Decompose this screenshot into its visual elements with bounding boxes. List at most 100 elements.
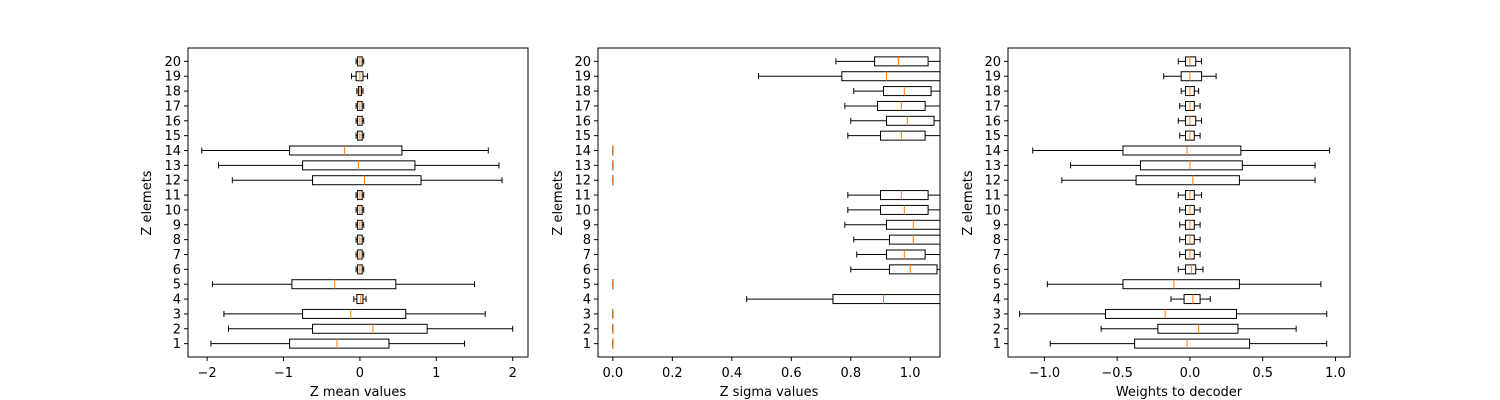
box-4 (353, 294, 367, 305)
box-4 (746, 294, 940, 305)
y-tick-label: 4 (173, 293, 181, 308)
x-tick-label: 2 (509, 366, 517, 381)
x-tick-label: 0.4 (721, 366, 742, 381)
box-iqr (1134, 338, 1251, 349)
y-tick-label: 2 (173, 322, 181, 337)
y-tick-label: 3 (583, 307, 591, 322)
box-17 (1179, 100, 1201, 111)
box-iqr (1180, 71, 1203, 82)
y-tick-label: 7 (173, 248, 181, 263)
x-tick-label: 0.2 (662, 366, 683, 381)
box-15 (1179, 130, 1201, 141)
box-8 (355, 234, 365, 245)
box-iqr (882, 86, 932, 97)
box-iqr (1139, 160, 1243, 171)
box-14 (201, 145, 489, 156)
box-iqr (1122, 145, 1242, 156)
x-tick-label: 0.6 (781, 366, 802, 381)
y-tick-label: 13 (574, 159, 591, 174)
y-tick-label: 15 (164, 129, 181, 144)
x-tick-label: 0.0 (603, 366, 624, 381)
box-5 (1046, 279, 1322, 290)
y-tick-label: 3 (993, 307, 1001, 322)
y-tick-label: 10 (984, 203, 1001, 218)
y-tick-label: 9 (993, 218, 1001, 233)
y-tick-label: 10 (574, 203, 591, 218)
y-tick-label: 9 (583, 218, 591, 233)
y-tick-label: 19 (164, 70, 181, 85)
x-tick-label: 1 (432, 366, 440, 381)
y-tick-label: 19 (574, 70, 591, 85)
axes-frame (1007, 47, 1351, 358)
box-iqr (1105, 308, 1237, 319)
x-tick-label: −0.5 (1101, 366, 1133, 381)
y-tick-label: 18 (574, 85, 591, 100)
y-tick-label: 16 (984, 114, 1001, 129)
axes-frame (597, 47, 941, 358)
box-iqr (312, 175, 422, 186)
box-iqr (885, 115, 935, 126)
y-tick-label: 6 (173, 263, 181, 278)
box-iqr (289, 145, 403, 156)
box-17 (355, 100, 365, 111)
box-8 (853, 234, 940, 245)
box-7 (856, 249, 940, 260)
box-3 (1019, 308, 1328, 319)
box-iqr (1185, 264, 1197, 275)
box-6 (850, 264, 940, 275)
x-tick-label: 0 (356, 366, 364, 381)
box-11 (1177, 190, 1203, 201)
y-tick-label: 13 (984, 159, 1001, 174)
box-3 (223, 308, 486, 319)
plot-area (612, 56, 940, 349)
box-2 (227, 323, 514, 334)
box-7 (355, 249, 365, 260)
y-tick-label: 1 (993, 337, 1001, 352)
box-11 (847, 190, 940, 201)
box-7 (1179, 249, 1201, 260)
box-iqr (1185, 115, 1197, 126)
box-20 (355, 56, 365, 67)
box-13 (1070, 160, 1316, 171)
y-tick-label: 18 (164, 85, 181, 100)
y-tick-label: 6 (993, 263, 1001, 278)
y-tick-label: 15 (984, 129, 1001, 144)
box-iqr (888, 264, 938, 275)
box-1 (1049, 338, 1328, 349)
y-tick-label: 14 (574, 144, 591, 159)
box-iqr (1185, 56, 1197, 67)
box-18 (853, 86, 940, 97)
x-tick-label: −1.0 (1029, 366, 1061, 381)
y-tick-label: 3 (173, 307, 181, 322)
x-tick-label: 0.8 (840, 366, 861, 381)
box-12 (231, 175, 503, 186)
y-tick-label: 11 (984, 189, 1001, 204)
box-iqr (888, 234, 940, 245)
y-tick-label: 2 (583, 322, 591, 337)
x-axis-label-z-sigma: Z sigma values (720, 385, 819, 400)
box-iqr (885, 249, 926, 260)
box-4 (1170, 294, 1211, 305)
plot-area (1019, 56, 1331, 349)
y-tick-label: 17 (984, 99, 1001, 114)
y-tick-label: 5 (993, 278, 1001, 293)
y-tick-label: 8 (993, 233, 1001, 248)
box-13 (218, 160, 500, 171)
box-6 (1177, 264, 1204, 275)
box-19 (1163, 71, 1217, 82)
box-1 (210, 338, 466, 349)
box-2 (1100, 323, 1297, 334)
box-iqr (291, 279, 397, 290)
y-tick-label: 13 (164, 159, 181, 174)
y-tick-label: 5 (583, 278, 591, 293)
y-tick-label: 7 (583, 248, 591, 263)
x-axis-label-weights: Weights to decoder (1116, 385, 1243, 400)
plot-area (201, 56, 514, 349)
box-15 (355, 130, 365, 141)
y-tick-label: 19 (984, 70, 1001, 85)
box-9 (355, 219, 365, 230)
y-tick-label: 20 (984, 55, 1001, 70)
